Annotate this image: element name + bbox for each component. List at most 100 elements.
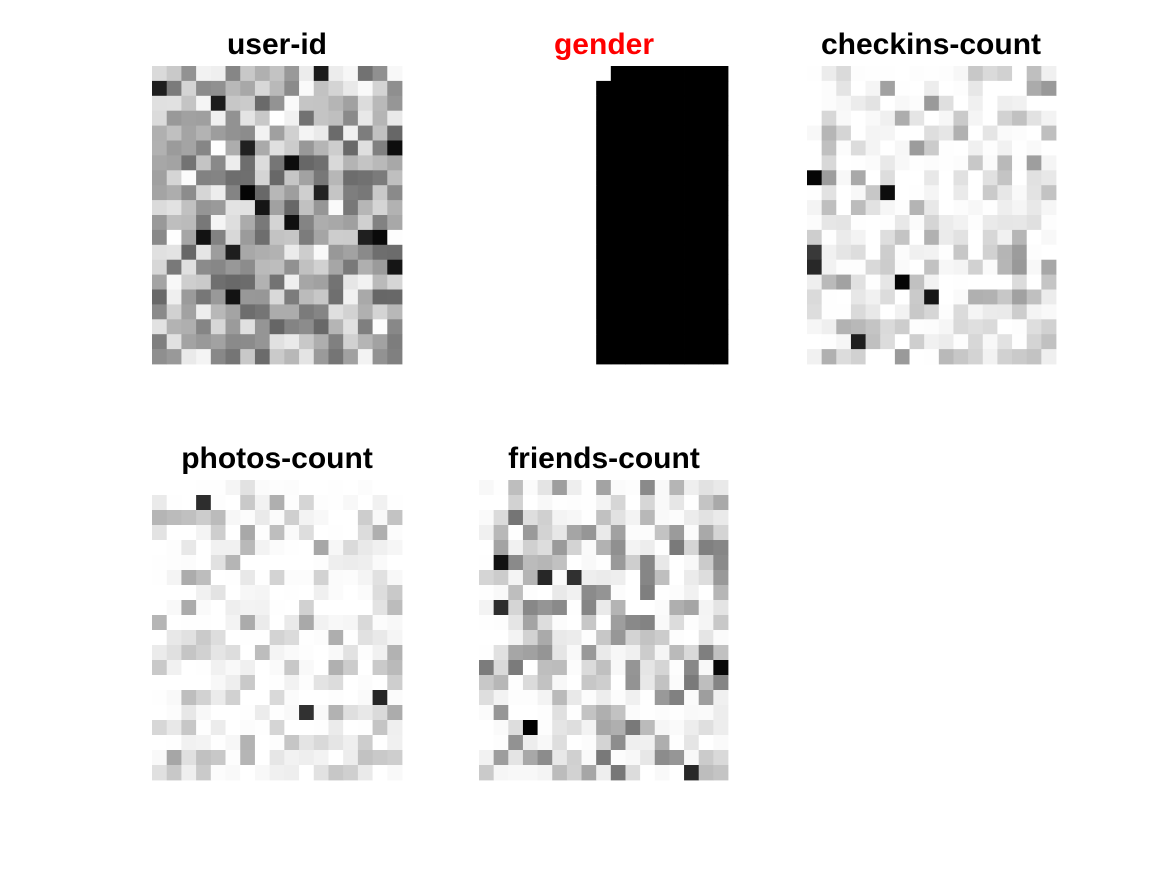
heatmap-cell: [284, 600, 300, 616]
heatmap-cell: [625, 720, 641, 736]
heatmap-cell: [537, 600, 553, 616]
heatmap-cell: [821, 95, 837, 112]
heatmap-cell: [850, 170, 866, 186]
heatmap-cell: [152, 229, 168, 246]
heatmap-cell: [313, 125, 329, 141]
heatmap-cell: [372, 540, 388, 556]
heatmap-cell: [698, 304, 714, 320]
heatmap-cell: [313, 170, 329, 186]
heatmap-cell: [240, 304, 256, 320]
heatmap-cell: [1041, 319, 1057, 335]
heatmap-cell: [596, 510, 612, 526]
heatmap-cell: [654, 95, 670, 112]
heatmap-cell: [566, 690, 582, 706]
heatmap-cell: [299, 615, 315, 631]
heatmap-cell: [357, 630, 373, 646]
heatmap-cell: [821, 319, 837, 335]
heatmap-cell: [479, 735, 495, 751]
heatmap-cell: [982, 259, 998, 275]
heatmap-cell: [596, 319, 612, 335]
heatmap-cell: [713, 289, 729, 305]
heatmap-cell: [865, 229, 881, 246]
heatmap-cell: [299, 155, 315, 171]
heatmap-cell: [836, 110, 852, 126]
heatmap-cell: [372, 765, 388, 781]
heatmap-cell: [196, 690, 212, 706]
heatmap-cell: [225, 66, 241, 82]
heatmap-cell: [284, 66, 300, 82]
heatmap-cell: [387, 349, 403, 365]
heatmap-cell: [357, 525, 373, 541]
heatmap-cell: [880, 80, 896, 97]
heatmap-cell: [225, 334, 241, 350]
heatmap-cell: [713, 705, 729, 721]
heatmap-cell: [713, 80, 729, 97]
heatmap-cell: [299, 140, 315, 156]
heatmap-cell: [493, 80, 509, 97]
heatmap-cell: [821, 274, 837, 290]
heatmap-cell: [313, 645, 329, 661]
heatmap-cell: [196, 334, 212, 350]
heatmap-cell: [1026, 125, 1042, 141]
heatmap-cell: [909, 185, 925, 201]
heatmap-cell: [684, 140, 700, 156]
heatmap-cell: [522, 274, 538, 290]
heatmap-cell: [269, 66, 285, 82]
heatmap-cell: [357, 480, 373, 496]
heatmap-cell: [610, 200, 626, 216]
heatmap-cell: [610, 540, 626, 556]
heatmap-cell: [537, 570, 553, 586]
heatmap-cell: [566, 525, 582, 541]
heatmap-cell: [684, 170, 700, 186]
heatmap-cell: [166, 349, 182, 365]
heatmap-cell: [343, 495, 359, 511]
heatmap-cell: [610, 735, 626, 751]
heatmap-cell: [968, 229, 984, 246]
heatmap-cell: [210, 319, 226, 335]
heatmap-cell: [387, 480, 403, 496]
heatmap-cell: [537, 750, 553, 766]
heatmap-cell: [328, 495, 344, 511]
heatmap-cell: [625, 600, 641, 616]
heatmap-cell: [581, 525, 597, 541]
heatmap-cell: [196, 274, 212, 290]
heatmap-cell: [343, 140, 359, 156]
heatmap-cell: [1041, 349, 1057, 365]
heatmap-cell: [997, 140, 1013, 156]
heatmap-cell: [610, 229, 626, 246]
heatmap-cell: [865, 200, 881, 216]
heatmap-cell: [181, 720, 197, 736]
heatmap-cell: [1026, 229, 1042, 246]
heatmap-cell: [865, 215, 881, 231]
heatmap-cell: [669, 690, 685, 706]
heatmap-cell: [284, 349, 300, 365]
heatmap-cell: [240, 720, 256, 736]
heatmap-cell: [610, 765, 626, 781]
heatmap-cell: [313, 675, 329, 691]
panel-photos-count: photos-count: [152, 442, 403, 781]
heatmap-cell: [566, 95, 582, 112]
heatmap-cell: [596, 80, 612, 97]
heatmap-cell: [982, 125, 998, 141]
heatmap-cell: [909, 304, 925, 320]
heatmap-cell: [982, 140, 998, 156]
heatmap-cell: [210, 510, 226, 526]
heatmap-cell: [669, 585, 685, 601]
heatmap-cell: [357, 304, 373, 320]
panel-gender: gender: [479, 28, 729, 365]
heatmap-cell: [713, 200, 729, 216]
heatmap-cell: [210, 185, 226, 201]
heatmap-cell: [493, 540, 509, 556]
heatmap-cell: [181, 155, 197, 171]
heatmap-cell: [566, 244, 582, 261]
heatmap-cell: [269, 334, 285, 350]
heatmap-cell: [479, 720, 495, 736]
heatmap-cell: [240, 735, 256, 751]
heatmap-cell: [953, 334, 969, 350]
heatmap-cell: [654, 349, 670, 365]
heatmap-cell: [210, 66, 226, 82]
heatmap-cell: [640, 750, 656, 766]
heatmap-cell: [581, 540, 597, 556]
heatmap-cell: [328, 480, 344, 496]
heatmap-cell: [343, 155, 359, 171]
